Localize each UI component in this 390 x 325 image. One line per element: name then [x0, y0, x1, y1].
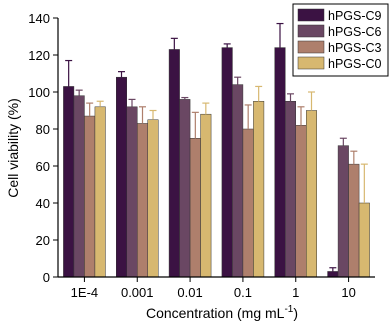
bar: [189, 138, 201, 278]
y-tick-label: 120: [28, 48, 50, 63]
error-bar: [170, 37, 178, 50]
bar: [116, 76, 127, 278]
bar: [126, 106, 138, 278]
error-bar: [149, 109, 157, 120]
error-bar: [86, 102, 94, 117]
bar: [295, 125, 307, 278]
error-bar: [75, 89, 83, 96]
error-bar: [202, 102, 210, 115]
legend-swatch: [297, 24, 325, 38]
error-bar: [244, 104, 252, 129]
y-tick-label: 100: [28, 85, 50, 100]
y-tick-label: 40: [36, 196, 50, 211]
y-tick-label: 20: [36, 233, 50, 248]
bar: [327, 271, 339, 278]
error-bar: [234, 76, 242, 85]
y-tick-label: 60: [36, 159, 50, 174]
y-tick-label: 140: [28, 11, 50, 26]
bar: [274, 47, 286, 278]
bar: [94, 106, 106, 278]
error-bar: [223, 43, 231, 48]
x-axis-label-suffix: ): [293, 305, 298, 321]
error-bar: [181, 96, 189, 100]
error-bar: [308, 91, 315, 111]
bar: [285, 101, 296, 278]
y-axis-ticks: 0 20 40 60 80 100 120 140: [28, 11, 58, 285]
legend-item: hPGS-C6: [297, 24, 382, 39]
y-tick-label: 80: [36, 122, 50, 137]
bar: [242, 128, 254, 278]
bar: [168, 49, 180, 278]
x-axis-label-main: Concentration (mg mL: [146, 305, 285, 321]
error-bar: [96, 100, 104, 107]
error-bar: [128, 98, 136, 107]
bar: [84, 115, 96, 278]
error-bar: [276, 22, 284, 48]
error-bar: [329, 267, 337, 272]
legend-item: hPGS-C0: [297, 56, 382, 71]
x-tick-label: 10: [341, 285, 355, 300]
y-axis-label: Cell viability (%): [5, 98, 21, 198]
bar: [358, 202, 370, 278]
error-bar: [360, 163, 368, 203]
error-bar: [287, 93, 294, 102]
x-tick-label: 0.01: [177, 285, 202, 300]
error-bar: [350, 150, 358, 165]
bar: [337, 145, 349, 278]
bar: [137, 123, 148, 278]
x-axis-label-superscript: -1: [284, 304, 293, 315]
bar: [306, 110, 317, 278]
legend-swatch: [297, 40, 325, 54]
error-bar: [339, 137, 347, 146]
legend-item: hPGS-C3: [297, 40, 382, 55]
y-tick-label: 0: [43, 270, 50, 285]
bar: [253, 101, 265, 278]
error-bar: [139, 106, 146, 124]
x-axis-categories: 1E-4 0.001 0.01 0.1 1 10: [71, 277, 356, 300]
legend-swatch: [297, 56, 325, 70]
bar: [63, 86, 75, 278]
error-bar: [65, 59, 73, 87]
bar: [348, 163, 360, 278]
bar: [221, 47, 233, 278]
bar: [73, 95, 85, 278]
legend-label: hPGS-C3: [328, 41, 382, 55]
error-bar: [255, 85, 263, 102]
error-bar: [191, 111, 199, 139]
x-tick-label: 0.001: [121, 285, 154, 300]
x-tick-label: 0.1: [234, 285, 252, 300]
legend-item: hPGS-C9: [297, 8, 382, 23]
legend-swatch: [297, 8, 325, 22]
legend-label: hPGS-C0: [328, 57, 382, 71]
bar-series: [63, 22, 370, 278]
error-bar: [118, 71, 125, 78]
x-tick-label: 1: [292, 285, 299, 300]
bar: [200, 113, 212, 278]
legend-label: hPGS-C6: [328, 25, 382, 39]
x-tick-label: 1E-4: [71, 285, 98, 300]
bar: [147, 119, 159, 278]
legend: hPGS-C9 hPGS-C6 hPGS-C3 hPGS-C0: [292, 3, 389, 77]
bar: [232, 84, 244, 278]
error-bar: [297, 106, 305, 126]
bar: [179, 99, 191, 278]
x-axis-label: Concentration (mg mL-1): [146, 304, 298, 321]
legend-label: hPGS-C9: [328, 9, 382, 23]
